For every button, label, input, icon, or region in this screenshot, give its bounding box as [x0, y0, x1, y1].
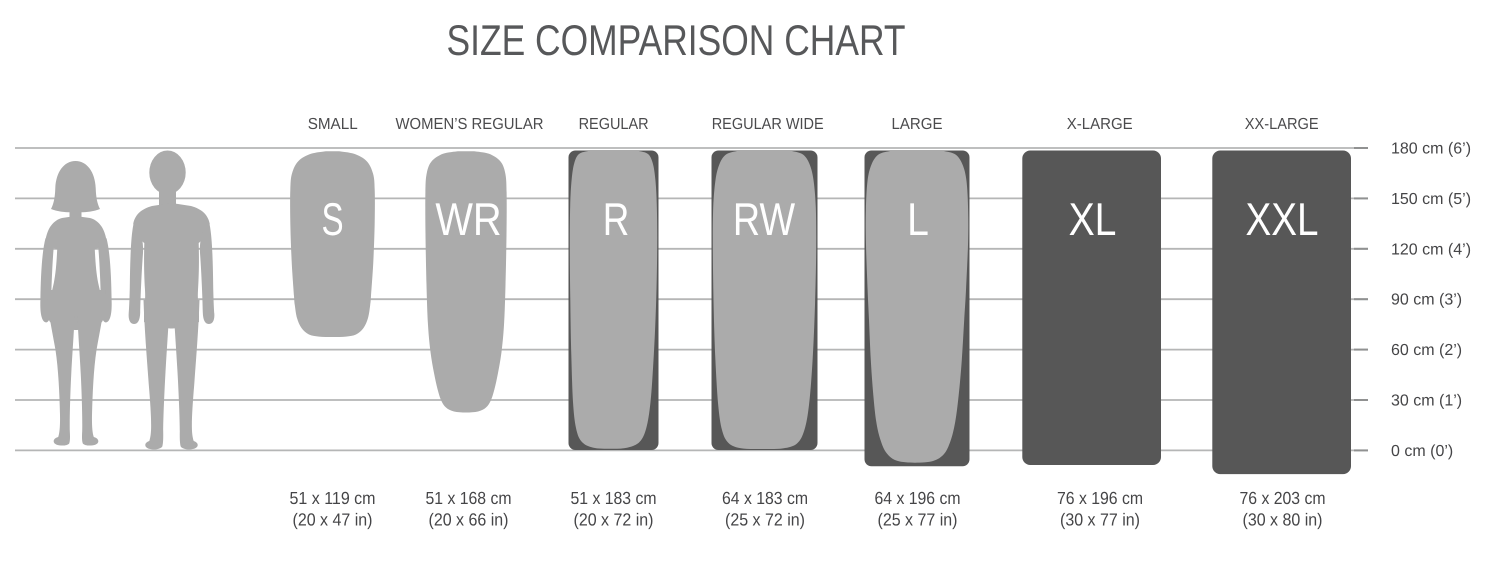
svg-text:R: R: [603, 193, 630, 245]
svg-text:90 cm (3’): 90 cm (3’): [1391, 292, 1462, 309]
svg-text:51 x 183 cm: 51 x 183 cm: [571, 488, 657, 508]
svg-text:76 x 196 cm: 76 x 196 cm: [1057, 488, 1143, 508]
svg-text:120 cm (4’): 120 cm (4’): [1391, 241, 1471, 258]
svg-text:SIZE COMPARISON CHART: SIZE COMPARISON CHART: [447, 17, 906, 65]
svg-text:150 cm (5’): 150 cm (5’): [1391, 191, 1471, 208]
svg-text:(20 x 47 in): (20 x 47 in): [293, 510, 373, 530]
svg-text:0 cm (0’): 0 cm (0’): [1391, 443, 1453, 460]
svg-text:(25 x 77 in): (25 x 77 in): [878, 510, 958, 530]
svg-text:(20 x 72 in): (20 x 72 in): [574, 510, 654, 530]
svg-text:(20 x 66 in): (20 x 66 in): [429, 510, 509, 530]
svg-text:X-LARGE: X-LARGE: [1067, 116, 1133, 133]
svg-text:REGULAR WIDE: REGULAR WIDE: [712, 116, 824, 133]
svg-text:XX-LARGE: XX-LARGE: [1245, 116, 1319, 133]
svg-text:SMALL: SMALL: [308, 116, 358, 133]
svg-text:64 x 196 cm: 64 x 196 cm: [875, 488, 961, 508]
svg-text:51 x 168 cm: 51 x 168 cm: [426, 488, 512, 508]
svg-text:(30 x 77 in): (30 x 77 in): [1060, 510, 1140, 530]
svg-text:51 x 119 cm: 51 x 119 cm: [290, 488, 376, 508]
svg-text:180 cm (6’): 180 cm (6’): [1391, 141, 1471, 158]
svg-text:XL: XL: [1069, 193, 1117, 245]
svg-text:64 x 183 cm: 64 x 183 cm: [722, 488, 808, 508]
svg-text:XXL: XXL: [1245, 193, 1318, 245]
svg-text:RW: RW: [733, 193, 796, 245]
svg-text:REGULAR: REGULAR: [579, 116, 649, 133]
svg-text:76 x 203 cm: 76 x 203 cm: [1240, 488, 1326, 508]
svg-text:(30 x 80 in): (30 x 80 in): [1243, 510, 1323, 530]
svg-text:S: S: [321, 193, 343, 245]
svg-text:LARGE: LARGE: [892, 116, 943, 133]
svg-text:30 cm (1’): 30 cm (1’): [1391, 393, 1462, 410]
svg-text:WOMEN’S REGULAR: WOMEN’S REGULAR: [396, 116, 544, 133]
svg-text:WR: WR: [435, 193, 501, 245]
svg-text:60 cm (2’): 60 cm (2’): [1391, 342, 1462, 359]
svg-text:L: L: [907, 193, 929, 245]
svg-text:(25 x 72 in): (25 x 72 in): [725, 510, 805, 530]
